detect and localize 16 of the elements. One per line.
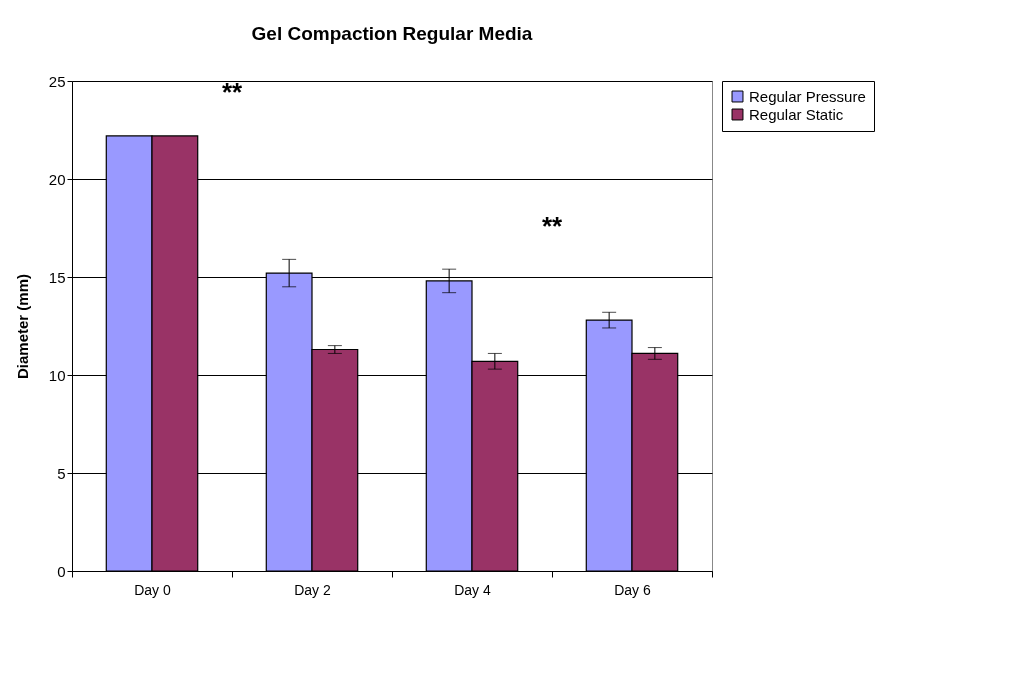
x-tick-label: Day 0 <box>134 581 171 598</box>
y-tick-label: 25 <box>48 72 66 90</box>
legend-label: Regular Static <box>749 105 844 123</box>
legend-label: Regular Pressure <box>749 87 866 105</box>
y-tick-label: 5 <box>57 464 66 482</box>
y-tick-label: 15 <box>48 268 66 286</box>
chart-title: Gel Compaction Regular Media <box>251 23 533 44</box>
y-tick-label: 20 <box>48 170 66 188</box>
x-tick-label: Day 2 <box>294 581 331 598</box>
y-axis-title: Diameter (mm) <box>13 273 31 380</box>
x-tick-label: Day 6 <box>614 581 651 598</box>
y-tick-label: 10 <box>48 366 66 384</box>
annotation: ** <box>221 77 243 108</box>
annotation: ** <box>541 210 563 241</box>
x-tick-label: Day 4 <box>454 581 491 598</box>
y-tick-label: 0 <box>57 562 66 580</box>
